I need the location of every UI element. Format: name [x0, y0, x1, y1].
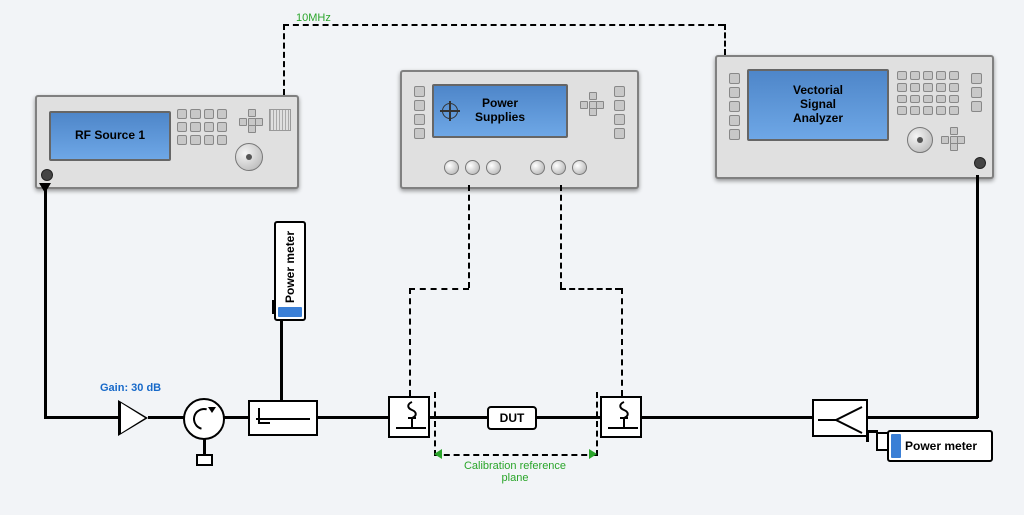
- vsa-right-buttons: [971, 73, 982, 112]
- wire-bus-6: [535, 416, 602, 419]
- directional-coupler-1: [248, 400, 318, 436]
- dc-wire-a-v2: [409, 288, 411, 396]
- dc-wire-a-v: [468, 185, 470, 288]
- power-supplies-lcd: Power Supplies: [432, 84, 568, 138]
- dut-label: DUT: [500, 411, 525, 425]
- cal-plane-label: Calibration reference plane: [450, 460, 580, 484]
- vsa-knob: [907, 127, 933, 153]
- instrument-rf-source-1: RF Source 1: [35, 95, 295, 185]
- amplifier-gain-label: Gain: 30 dB: [100, 382, 161, 394]
- test-setup-diagram: 10MHz RF Source 1 Pow: [0, 0, 1024, 515]
- bias-tee-2-schematic-icon: [602, 398, 644, 440]
- power-meter-1: Power meter: [274, 221, 306, 321]
- wire-bus-1: [44, 416, 118, 419]
- ps-side-buttons: [414, 86, 425, 139]
- rf-source-knob: [235, 143, 263, 171]
- ref-clock-wire-right: [724, 24, 726, 55]
- wire-bus-4: [316, 416, 390, 419]
- instrument-power-supplies: Power Supplies: [400, 70, 635, 185]
- bias-tee-2: [600, 396, 642, 438]
- wire-bus-3: [223, 416, 250, 419]
- vsa-lcd: Vectorial Signal Analyzer: [747, 69, 889, 141]
- ref-clock-wire: [283, 24, 724, 26]
- wire-splitter-branch-v: [866, 430, 869, 442]
- bias-tee-1-schematic-icon: [390, 398, 432, 440]
- power-meter-2-label: Power meter: [905, 439, 977, 453]
- cal-plane-bar: [434, 454, 597, 456]
- ps-output-knobs-a: [444, 160, 501, 175]
- amplifier: [118, 400, 148, 436]
- instrument-vsa: Vectorial Signal Analyzer: [715, 55, 990, 175]
- power-meter-2: Power meter: [887, 430, 993, 462]
- dc-wire-b-v: [560, 185, 562, 288]
- wire-bus-2: [148, 416, 185, 419]
- ps-side-buttons-r: [614, 86, 625, 139]
- cal-plane-left: [434, 392, 436, 456]
- target-icon: [442, 103, 458, 119]
- vsa-label: Vectorial Signal Analyzer: [793, 84, 843, 125]
- power-meter-1-label: Power meter: [283, 231, 297, 303]
- ps-output-knobs-b: [530, 160, 587, 175]
- wire-bus-7: [640, 416, 814, 419]
- vsa-left-buttons: [729, 73, 740, 140]
- arrow-down-icon: [39, 183, 51, 193]
- wire-coupler-tap: [280, 312, 283, 400]
- ref-clock-label: 10MHz: [296, 12, 331, 24]
- circulator-load: [196, 454, 213, 466]
- circulator: [183, 398, 225, 440]
- power-meter-1-cap: [278, 307, 302, 317]
- rf-source-1-label: RF Source 1: [75, 129, 145, 143]
- wire-bus-5: [428, 416, 489, 419]
- ps-dpad: [580, 92, 604, 116]
- cal-plane-right: [596, 392, 598, 456]
- vsa-input-port: [974, 157, 986, 169]
- dc-wire-a-h: [409, 288, 469, 290]
- cal-arrow-left-icon: [434, 449, 442, 459]
- power-supplies-label: Power Supplies: [475, 97, 525, 125]
- rf-source-1-lcd: RF Source 1: [49, 111, 171, 161]
- ref-clock-wire-left: [283, 24, 285, 95]
- dc-wire-b-v2: [621, 288, 623, 396]
- rf-source-keypad: [177, 109, 227, 145]
- cal-arrow-right-icon: [589, 449, 597, 459]
- power-meter-2-cap: [891, 434, 901, 458]
- splitter-icon: [814, 401, 870, 439]
- vsa-keypad: [897, 71, 959, 115]
- rf-source-output-port: [41, 169, 53, 181]
- dc-wire-b-h: [560, 288, 621, 290]
- wire-bus-8: [866, 416, 978, 419]
- wire-vsa-up: [976, 175, 979, 418]
- bias-tee-1: [388, 396, 430, 438]
- dut: DUT: [487, 406, 537, 430]
- wire-rfsrc-down: [44, 185, 47, 418]
- rf-source-vent: [269, 109, 291, 131]
- splitter: [812, 399, 868, 437]
- vsa-dpad: [941, 127, 965, 151]
- rf-source-dpad: [239, 109, 263, 133]
